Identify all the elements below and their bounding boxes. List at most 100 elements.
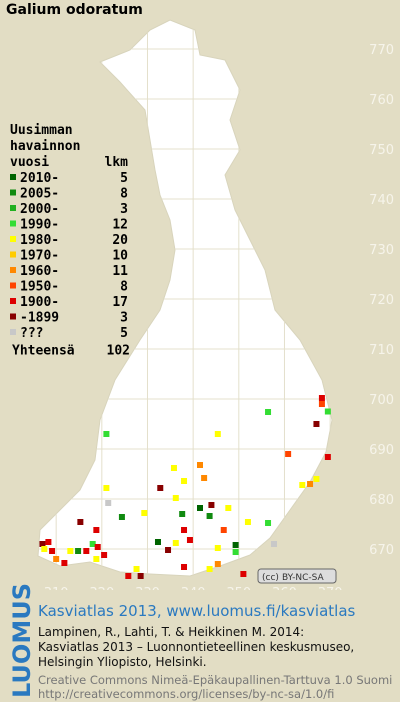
- observation: [265, 520, 272, 526]
- legend-swatch: [10, 282, 16, 289]
- observation: [93, 556, 100, 562]
- observation: [206, 513, 213, 519]
- observation: [214, 431, 221, 437]
- observation: [53, 556, 60, 562]
- observation: [157, 485, 164, 491]
- legend-label: 1980-: [20, 233, 59, 248]
- legend-label: 1950-: [20, 280, 59, 295]
- observation: [45, 539, 52, 545]
- observation: [318, 395, 325, 401]
- legend-swatch: [10, 205, 16, 211]
- observation: [154, 539, 161, 545]
- legend-swatch: [10, 189, 16, 196]
- license-badge-box: [257, 568, 337, 584]
- observation: [118, 514, 125, 520]
- legend-count: 5: [120, 171, 128, 186]
- legend-count: 3: [120, 202, 128, 217]
- observation: [201, 475, 208, 481]
- observation: [285, 451, 292, 457]
- observation: [125, 573, 132, 579]
- observation: [141, 510, 148, 516]
- observation: [186, 537, 193, 543]
- observation: [232, 549, 239, 555]
- legend-swatch: [10, 329, 16, 335]
- y-tick-label: 730: [369, 243, 394, 258]
- legend-count: 5: [120, 326, 128, 341]
- legend-total-label: Yhteensä: [12, 344, 75, 359]
- observation: [214, 561, 221, 567]
- observation: [197, 505, 203, 511]
- legend-count: 8: [120, 187, 128, 202]
- observation: [206, 566, 213, 572]
- legend-heading: havainnon: [10, 139, 80, 154]
- legend-label: 2010-: [20, 171, 59, 186]
- observation: [165, 547, 172, 553]
- observation: [172, 495, 179, 501]
- legend-label: ???: [20, 326, 43, 341]
- observation: [324, 408, 331, 415]
- observation: [89, 541, 96, 547]
- license-badge: BY-NC-SA: [282, 573, 325, 583]
- observation: [103, 485, 110, 491]
- y-tick-label: 760: [369, 93, 394, 108]
- observation: [93, 527, 100, 533]
- observation: [94, 544, 101, 550]
- observation: [172, 540, 179, 546]
- legend-label: 1990-: [20, 218, 59, 233]
- citation-line: Kasviatlas 2013 – Luonnontieteellinen ke…: [38, 640, 354, 654]
- y-tick-label: 680: [369, 493, 394, 508]
- legend-swatch: [10, 298, 16, 304]
- observation: [181, 527, 188, 533]
- observation: [83, 548, 90, 554]
- observation: [41, 546, 48, 552]
- observation: [244, 519, 251, 525]
- cc-mark: (cc): [262, 573, 279, 583]
- legend-count-heading: lkm: [105, 155, 129, 170]
- observation: [101, 552, 108, 558]
- citation-line: Helsingin Yliopisto, Helsinki.: [38, 655, 207, 669]
- license-line: Creative Commons Nimeä-Epäkaupallinen-Ta…: [38, 673, 392, 687]
- observation: [39, 541, 46, 547]
- observation: [75, 548, 82, 554]
- legend-label: 2005-: [20, 187, 59, 202]
- legend-swatch: [10, 236, 16, 242]
- y-tick-label: 670: [369, 543, 394, 558]
- observation: [318, 401, 325, 407]
- legend-swatch: [10, 267, 16, 273]
- legend-swatch: [10, 174, 16, 180]
- observation: [220, 527, 227, 533]
- observation: [225, 505, 232, 511]
- observation: [197, 462, 203, 468]
- observation: [133, 566, 140, 572]
- legend-total: 102: [107, 344, 130, 359]
- legend-label: -1899: [20, 311, 59, 326]
- map-title: Galium odoratum: [6, 2, 143, 18]
- legend-label: 1960-: [20, 264, 59, 279]
- legend-count: 3: [120, 311, 128, 326]
- legend-label: 1900-: [20, 295, 59, 310]
- y-tick-label: 690: [369, 443, 394, 458]
- observation: [313, 421, 320, 427]
- citation-line: Lampinen, R., Lahti, T. & Heikkinen M. 2…: [38, 625, 304, 639]
- legend-heading: vuosi: [10, 155, 49, 170]
- y-tick-label: 710: [369, 343, 394, 358]
- legend-count: 20: [112, 233, 128, 248]
- logo: LUOMUS: [8, 583, 36, 698]
- legend-count: 8: [120, 280, 128, 295]
- y-tick-label: 750: [369, 143, 394, 158]
- observation: [240, 571, 247, 577]
- legend-swatch: [10, 313, 16, 320]
- legend-label: 1970-: [20, 249, 59, 264]
- observation: [214, 545, 221, 551]
- observation: [299, 482, 306, 488]
- observation: [170, 465, 177, 471]
- observation: [181, 478, 188, 484]
- observation: [61, 560, 68, 566]
- legend-swatch: [10, 220, 16, 227]
- legend-label: 2000-: [20, 202, 59, 217]
- headline: Kasviatlas 2013, www.luomus.fi/kasviatla…: [38, 602, 356, 620]
- observation: [137, 573, 144, 579]
- y-tick-label: 720: [369, 293, 394, 308]
- observations: [39, 395, 331, 579]
